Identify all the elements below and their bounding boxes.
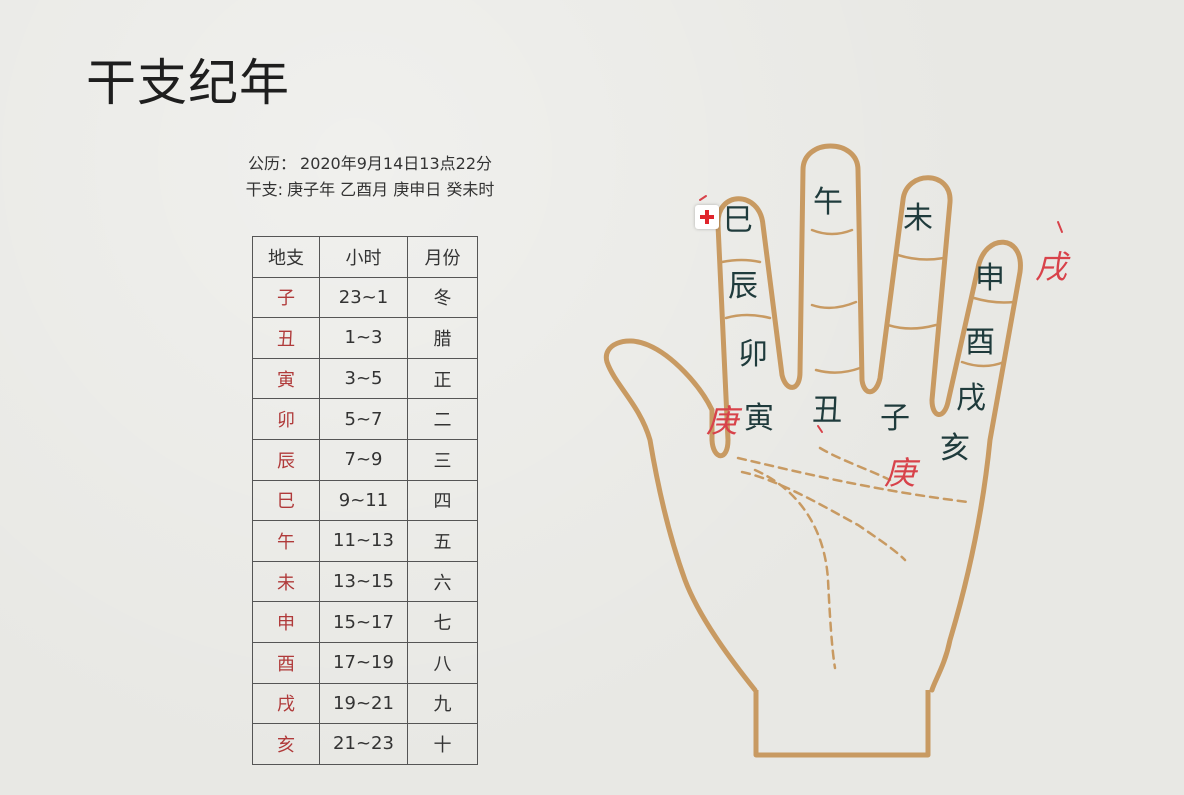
hours-cell: 5~7 bbox=[319, 398, 408, 440]
hand-branch-shen: 申 bbox=[975, 261, 1005, 296]
hand-branch-hai: 亥 bbox=[940, 431, 970, 466]
earthly-branch-table: 地支 小时 月份 子 23~1 冬 丑 1~3 腊 寅 3~5 正 卯 5~7 … bbox=[252, 236, 478, 765]
hand-branch-zi: 子 bbox=[880, 401, 910, 436]
wrist-outline bbox=[753, 690, 931, 758]
plus-icon bbox=[700, 210, 714, 224]
month-cell: 三 bbox=[407, 438, 478, 481]
hand-branch-chen: 辰 bbox=[728, 269, 758, 304]
table-row: 寅 3~5 正 bbox=[252, 357, 478, 400]
header-hours: 小时 bbox=[319, 236, 408, 278]
hours-cell: 7~9 bbox=[319, 438, 408, 481]
branch-cell: 亥 bbox=[252, 723, 320, 765]
table-header-row: 地支 小时 月份 bbox=[252, 236, 478, 278]
table-row: 申 15~17 七 bbox=[252, 601, 478, 643]
note-geng-left: 庚 bbox=[706, 402, 743, 440]
hand-outline bbox=[603, 143, 1023, 693]
month-cell: 八 bbox=[407, 641, 478, 684]
hand-branch-si: 巳 bbox=[723, 203, 753, 238]
ganzhi-label: 干支: bbox=[245, 180, 284, 199]
month-cell: 正 bbox=[407, 357, 478, 400]
month-cell: 腊 bbox=[407, 317, 478, 359]
solar-date-label: 公历： bbox=[248, 154, 297, 173]
branch-cell: 子 bbox=[252, 276, 320, 319]
month-cell: 六 bbox=[407, 560, 478, 603]
branch-cell: 申 bbox=[252, 601, 320, 643]
finger-creases bbox=[720, 228, 1016, 374]
branch-cell: 卯 bbox=[252, 398, 320, 440]
table-row: 卯 5~7 二 bbox=[252, 398, 478, 440]
hours-cell: 1~3 bbox=[319, 317, 408, 359]
table-row: 子 23~1 冬 bbox=[252, 276, 478, 319]
solar-date-value: 2020年9月14日13点22分 bbox=[300, 154, 492, 173]
hand-branch-mao: 卯 bbox=[738, 337, 768, 372]
table-row: 丑 1~3 腊 bbox=[252, 317, 478, 359]
note-geng-center: 庚 bbox=[884, 454, 921, 492]
hours-cell: 3~5 bbox=[319, 357, 408, 400]
hand-branch-wu: 午 bbox=[813, 185, 843, 220]
table-row: 亥 21~23 十 bbox=[252, 723, 478, 765]
note-xu-red: 戌 bbox=[1035, 248, 1071, 286]
hand-branch-you: 酉 bbox=[965, 325, 995, 360]
month-cell: 四 bbox=[407, 479, 478, 522]
hours-cell: 13~15 bbox=[319, 560, 408, 603]
hand-branch-xu: 戌 bbox=[956, 381, 986, 416]
table-row: 酉 17~19 八 bbox=[252, 641, 478, 684]
header-month: 月份 bbox=[407, 236, 478, 278]
hours-cell: 17~19 bbox=[319, 641, 408, 684]
solar-date-line: 公历： 2020年9月14日13点22分 bbox=[0, 156, 740, 172]
month-cell: 九 bbox=[407, 682, 478, 725]
month-cell: 冬 bbox=[407, 276, 478, 319]
hours-cell: 9~11 bbox=[319, 479, 408, 522]
hours-cell: 21~23 bbox=[319, 723, 408, 765]
hand-branch-yin: 寅 bbox=[744, 401, 774, 436]
pen-cursor bbox=[695, 205, 719, 229]
red-ticks bbox=[699, 195, 1063, 433]
month-cell: 十 bbox=[407, 723, 478, 765]
hours-cell: 15~17 bbox=[319, 601, 408, 643]
table-row: 辰 7~9 三 bbox=[252, 438, 478, 481]
palm-lines bbox=[736, 446, 970, 670]
hand-branch-chou: 丑 bbox=[812, 393, 842, 428]
branch-cell: 巳 bbox=[252, 479, 320, 522]
table-row: 未 13~15 六 bbox=[252, 560, 478, 603]
branch-cell: 辰 bbox=[252, 438, 320, 481]
branch-cell: 丑 bbox=[252, 317, 320, 359]
table-row: 巳 9~11 四 bbox=[252, 479, 478, 522]
branch-cell: 未 bbox=[252, 560, 320, 603]
ganzhi-value: 庚子年 乙酉月 庚申日 癸未时 bbox=[287, 180, 495, 199]
page-title: 干支纪年 bbox=[86, 54, 290, 112]
ganzhi-line: 干支: 庚子年 乙酉月 庚申日 癸未时 bbox=[0, 182, 740, 198]
hours-cell: 23~1 bbox=[319, 276, 408, 319]
branch-cell: 酉 bbox=[252, 641, 320, 684]
hand-branch-wei: 未 bbox=[903, 201, 933, 236]
